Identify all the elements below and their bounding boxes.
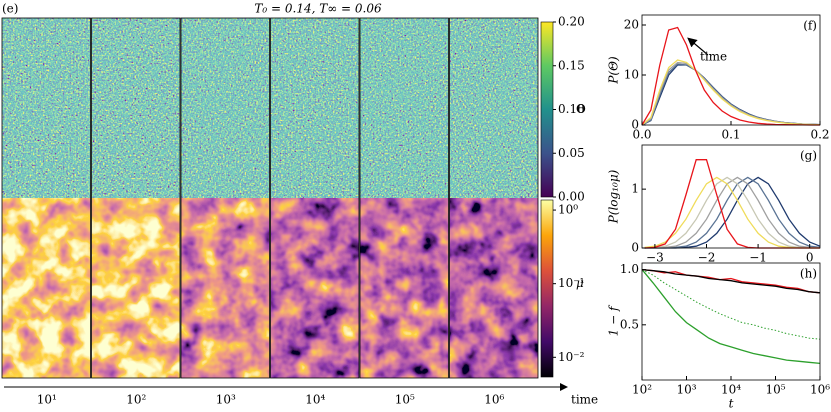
x-tick-label: 10⁵: [765, 383, 785, 397]
series-line: [641, 269, 821, 365]
colorbar-tick-label: 10⁻²: [558, 350, 585, 364]
y-axis-label: P(log₁₀μ): [607, 169, 621, 224]
x-tick-label: −2: [698, 251, 716, 265]
x-tick-label: 10³: [676, 383, 696, 397]
x-tick-label: −1: [749, 251, 767, 265]
map-frame: [91, 17, 181, 379]
mu-map: [2, 198, 91, 378]
series-line: [641, 269, 821, 340]
map-frame: [359, 17, 449, 379]
title: T₀ = 0.14, T∞ = 0.06: [254, 2, 382, 16]
x-tick-label: 0.1: [721, 128, 740, 142]
theta-map: [91, 18, 180, 198]
theta-map: [2, 18, 91, 198]
mu-map: [181, 198, 270, 378]
colorbar-tick-label: 0.15: [558, 58, 585, 72]
map-frame: [270, 17, 360, 379]
series-line: [641, 59, 821, 126]
colorbar: [540, 199, 554, 378]
colorbar-tick-label: 10⁻¹: [558, 276, 584, 290]
panel-label: (h): [800, 267, 817, 281]
map-frame: [1, 17, 91, 379]
panel-label: (g): [800, 149, 817, 163]
theta-map: [270, 18, 359, 198]
plot-frame: [641, 144, 821, 249]
y-tick-label: 1.0: [620, 262, 639, 276]
x-tick-label: 0.2: [810, 128, 829, 142]
time-label: 10⁴: [305, 393, 325, 407]
colorbar-label: μ: [576, 276, 584, 290]
theta-map: [360, 18, 449, 198]
x-tick-label: 10⁴: [721, 383, 741, 397]
colorbar: [540, 21, 554, 198]
time-label: 10¹: [37, 393, 57, 407]
theta-map: [449, 18, 538, 198]
x-tick-label: 0: [806, 251, 814, 265]
y-tick-label: 0: [631, 241, 639, 255]
map-frame: [449, 17, 539, 379]
y-tick-label: 1: [631, 182, 639, 196]
annotation-arrow: [687, 37, 709, 56]
mu-map: [360, 198, 449, 378]
colorbar-tick-label: 0.20: [558, 15, 585, 29]
x-tick-label: 10²: [632, 383, 652, 397]
y-tick-label: 0: [631, 118, 639, 132]
time-label: 10⁵: [395, 393, 415, 407]
series-line: [641, 268, 821, 294]
map-frame: [180, 17, 270, 379]
panel-label: (e): [2, 2, 18, 16]
colorbar-tick-label: 10⁰: [558, 203, 578, 217]
series-line: [641, 268, 821, 294]
time-label: 10²: [126, 393, 146, 407]
x-tick-label: −3: [646, 251, 664, 265]
x-axis-label: time: [571, 393, 598, 407]
x-tick-label: 10⁶: [810, 383, 830, 397]
y-axis-label: 1 − f: [607, 304, 621, 336]
colorbar-tick-label: 0.05: [558, 146, 585, 160]
time-label: 10⁶: [484, 393, 504, 407]
time-label: 10³: [216, 393, 236, 407]
panel-label: (f): [803, 19, 817, 33]
annotation: time: [700, 50, 727, 64]
mu-map: [449, 198, 538, 378]
colorbar-tick-label: 0.00: [558, 190, 585, 204]
series-line: [644, 159, 820, 249]
y-tick-label: 20: [624, 18, 639, 32]
y-tick-label: 0.5: [620, 317, 639, 331]
colorbar-label: Θ: [576, 102, 586, 116]
y-tick-label: 10: [624, 68, 639, 82]
theta-map: [181, 18, 270, 198]
colorbar-tick-label: 0.10: [558, 102, 585, 116]
x-tick-label: 0.0: [632, 128, 651, 142]
x-axis-label: t: [729, 397, 734, 411]
series-line: [644, 176, 820, 249]
mu-map: [270, 198, 359, 378]
y-axis-label: P(Θ): [607, 56, 621, 85]
mu-map: [91, 198, 180, 378]
